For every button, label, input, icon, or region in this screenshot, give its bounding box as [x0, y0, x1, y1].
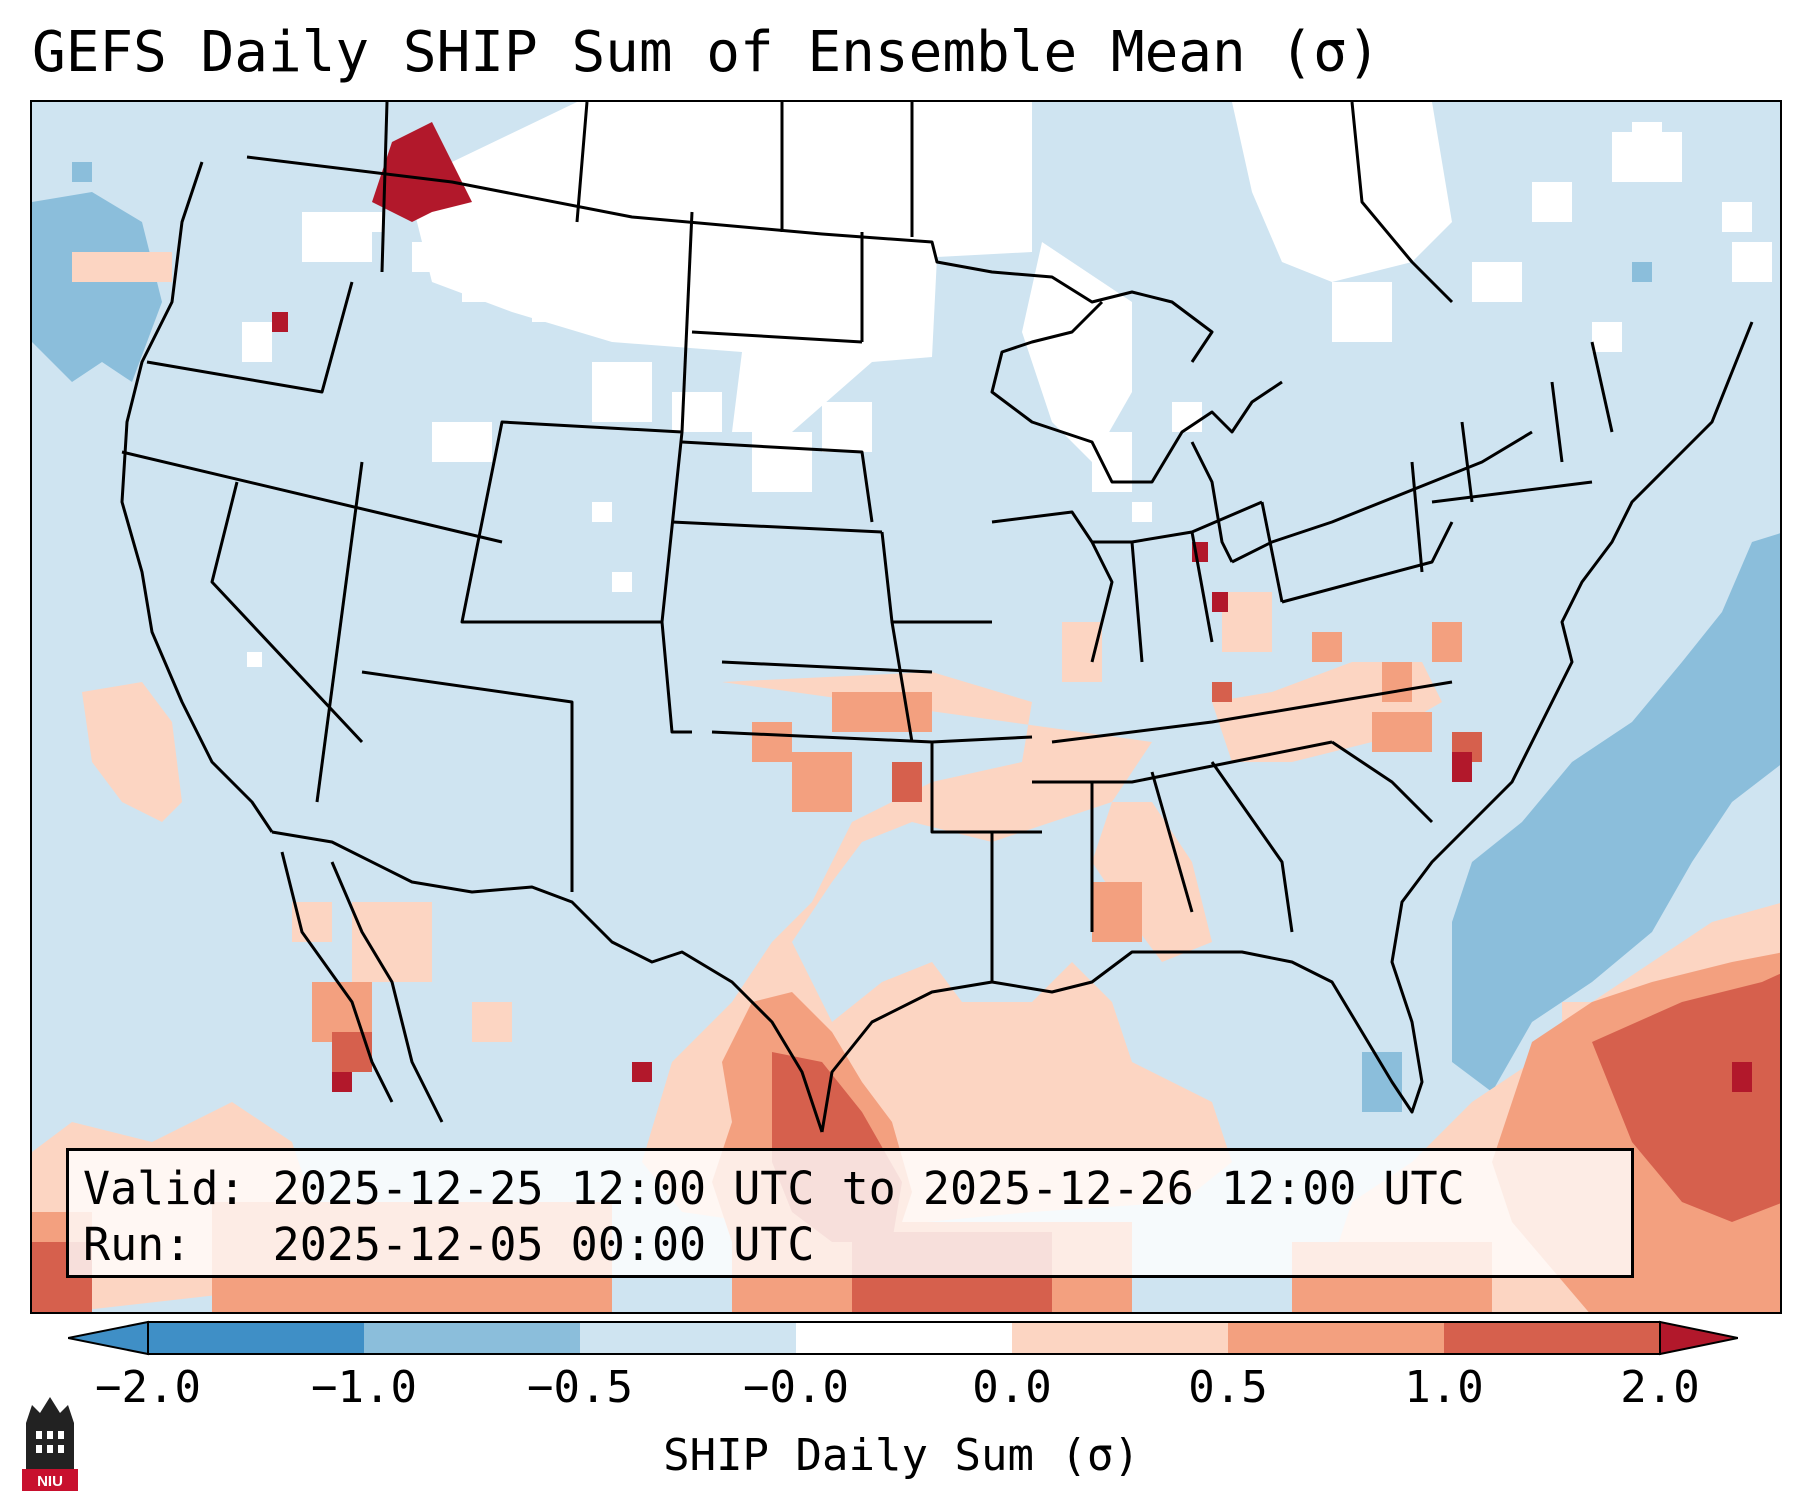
colorbar: [68, 1320, 1738, 1356]
chart-title: GEFS Daily SHIP Sum of Ensemble Mean (σ): [32, 20, 1381, 85]
colorbar-segment: [1228, 1322, 1444, 1354]
map-canvas: [32, 102, 1780, 1312]
extreme-positive-regions: [272, 122, 1752, 1092]
colorbar-tick-label: 2.0: [1620, 1362, 1700, 1413]
colorbar-tick-label: −2.0: [95, 1362, 201, 1413]
valid-run-info-box: Valid: 2025-12-25 12:00 UTC to 2025-12-2…: [66, 1148, 1634, 1278]
colorbar-segment: [364, 1322, 580, 1354]
colorbar-label: SHIP Daily Sum (σ): [663, 1430, 1140, 1481]
colorbar-tick-label: −0.5: [527, 1362, 633, 1413]
colorbar-tick-label: −0.0: [743, 1362, 849, 1413]
political-borders: [120, 102, 1754, 1133]
colorbar-extend-low: [68, 1320, 149, 1356]
colorbar-tick-label: 0.0: [972, 1362, 1052, 1413]
near-zero-regions: [242, 102, 1772, 667]
colorbar-segment: [796, 1322, 1012, 1354]
colorbar-segment: [580, 1322, 796, 1354]
run-time-text: Run: 2025-12-05 00:00 UTC: [83, 1218, 815, 1271]
colorbar-tick-label: −1.0: [311, 1362, 417, 1413]
colorbar-segment: [1444, 1322, 1660, 1354]
map-panel: [30, 100, 1782, 1314]
niu-logo-text: NIU: [37, 1473, 63, 1490]
colorbar-extend-high: [1659, 1320, 1738, 1356]
negative-regions: [32, 162, 1780, 1112]
valid-time-text: Valid: 2025-12-25 12:00 UTC to 2025-12-2…: [83, 1162, 1465, 1215]
colorbar-segment: [148, 1322, 364, 1354]
colorbar-tick-label: 1.0: [1404, 1362, 1484, 1413]
colorbar-tick-label: 0.5: [1188, 1362, 1268, 1413]
colorbar-segment: [1012, 1322, 1228, 1354]
niu-logo: NIU: [22, 1397, 78, 1491]
